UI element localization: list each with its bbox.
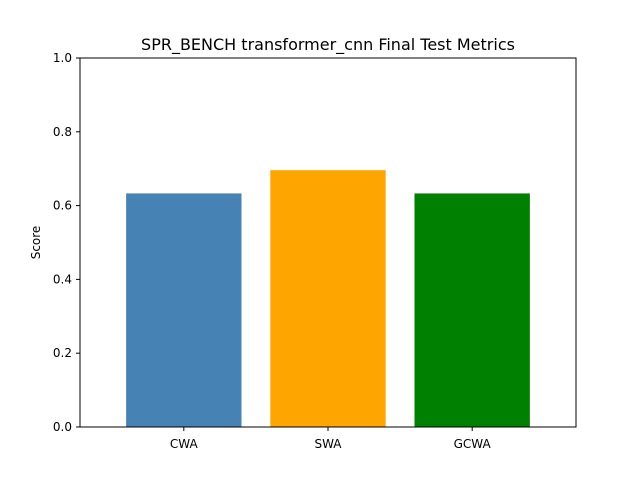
x-tick-label: SWA xyxy=(314,437,342,451)
chart-title: SPR_BENCH transformer_cnn Final Test Met… xyxy=(141,35,515,55)
y-tick-label: 0.2 xyxy=(53,346,72,360)
y-tick-label: 0.4 xyxy=(53,272,72,286)
x-tick-label: CWA xyxy=(170,437,199,451)
y-tick-label: 0.6 xyxy=(53,199,72,213)
x-axis-ticks: CWA SWA GCWA xyxy=(170,427,492,451)
bar-swa xyxy=(270,170,386,427)
x-tick-label: GCWA xyxy=(454,437,492,451)
y-axis-label: Score xyxy=(29,226,43,260)
y-tick-label: 0.8 xyxy=(53,125,72,139)
plot-frame xyxy=(79,57,577,428)
y-axis-ticks: 0.0 0.2 0.4 0.6 0.8 1.0 xyxy=(53,51,80,434)
bar-gcwa xyxy=(414,193,530,427)
y-tick-label: 1.0 xyxy=(53,51,72,65)
bars-group xyxy=(126,170,530,427)
y-tick-label: 0.0 xyxy=(53,420,72,434)
bar-cwa xyxy=(126,193,242,427)
